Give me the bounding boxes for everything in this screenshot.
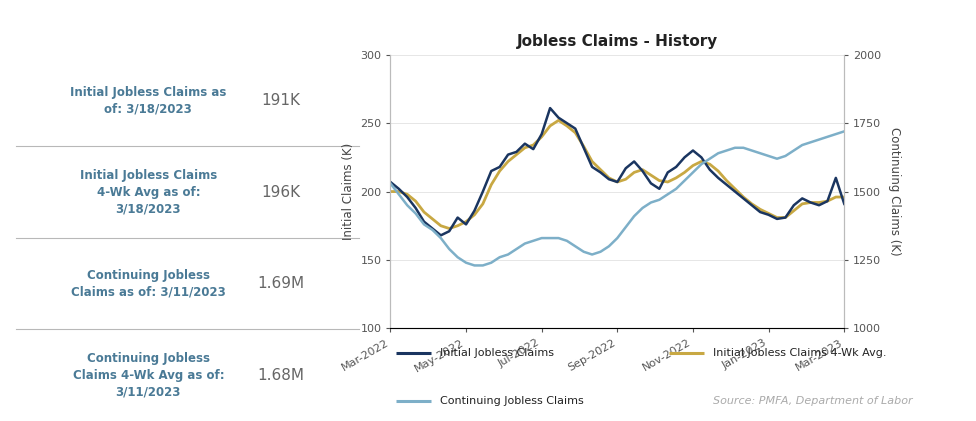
Y-axis label: Initial Claims (K): Initial Claims (K) xyxy=(342,143,354,240)
Text: Continuing Jobless Claims: Continuing Jobless Claims xyxy=(440,396,584,406)
Text: Initial Jobless Claims 4-Wk Avg.: Initial Jobless Claims 4-Wk Avg. xyxy=(712,348,886,358)
Text: 1.68M: 1.68M xyxy=(258,368,305,383)
Text: Continuing Jobless
Claims 4-Wk Avg as of:
3/11/2023: Continuing Jobless Claims 4-Wk Avg as of… xyxy=(72,352,224,399)
Text: Source: PMFA, Department of Labor: Source: PMFA, Department of Labor xyxy=(712,396,913,406)
Text: Initial Jobless Claims as
of: 3/18/2023: Initial Jobless Claims as of: 3/18/2023 xyxy=(70,85,226,115)
Y-axis label: Continuing Claims (K): Continuing Claims (K) xyxy=(888,127,901,256)
Text: Initial Jobless Claims
4-Wk Avg as of:
3/18/2023: Initial Jobless Claims 4-Wk Avg as of: 3… xyxy=(80,168,217,216)
Text: JOBLESS CLAIMS: JOBLESS CLAIMS xyxy=(379,15,597,40)
Title: Jobless Claims - History: Jobless Claims - History xyxy=(516,35,718,49)
Text: Initial Jobless Claims: Initial Jobless Claims xyxy=(440,348,553,358)
Text: 1.69M: 1.69M xyxy=(258,276,305,291)
Text: Continuing Jobless
Claims as of: 3/11/2023: Continuing Jobless Claims as of: 3/11/20… xyxy=(71,269,225,298)
Text: 196K: 196K xyxy=(262,184,301,200)
Text: 191K: 191K xyxy=(262,93,301,108)
